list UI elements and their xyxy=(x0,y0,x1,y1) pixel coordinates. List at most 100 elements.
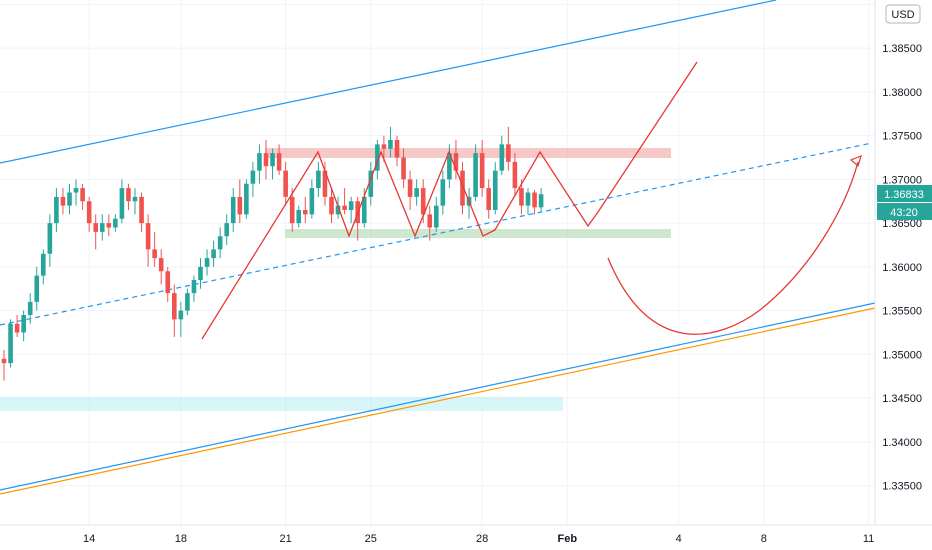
candle-body xyxy=(309,188,315,215)
candle-body xyxy=(86,201,92,224)
candle-body xyxy=(329,196,334,215)
candle-body xyxy=(316,170,321,189)
candle-body xyxy=(263,153,269,167)
candle-body xyxy=(283,170,288,197)
price-tick-label: 1.37000 xyxy=(882,174,922,186)
price-tick-label: 1.34500 xyxy=(882,393,922,405)
price-tick-label: 1.36500 xyxy=(882,218,922,230)
candle-body xyxy=(538,194,544,208)
candle-body xyxy=(427,214,433,228)
currency-badge[interactable]: USD xyxy=(885,4,921,24)
candle-body xyxy=(296,210,302,224)
candle-body xyxy=(178,310,184,320)
candle-body xyxy=(250,170,256,184)
channel-upper-line xyxy=(0,0,777,164)
candle-body xyxy=(434,205,439,228)
candle-body xyxy=(460,170,465,206)
candle-body xyxy=(27,301,33,315)
date-tick-label: Feb xyxy=(558,533,578,545)
candle-body xyxy=(335,205,341,215)
candle-body xyxy=(394,140,400,158)
date-tick-label: 25 xyxy=(365,533,377,545)
candle-body xyxy=(499,144,505,171)
date-tick-label: 8 xyxy=(761,533,767,545)
candle-body xyxy=(139,196,144,224)
candle-body xyxy=(198,266,203,280)
candle-body xyxy=(47,223,53,254)
candle-body xyxy=(447,153,452,180)
candle-body xyxy=(34,275,40,302)
support-zone xyxy=(285,229,671,238)
zigzag-pattern xyxy=(201,61,698,340)
candle-body xyxy=(303,210,308,215)
candle-body xyxy=(407,179,413,197)
candle-body xyxy=(8,323,13,364)
candle-body xyxy=(41,253,46,276)
price-axis[interactable] xyxy=(875,0,932,525)
candle-body xyxy=(191,280,197,294)
candles-group xyxy=(1,126,544,381)
candle-body xyxy=(80,188,85,202)
candle-body xyxy=(361,196,367,224)
date-tick-label: 4 xyxy=(676,533,682,545)
candle-body xyxy=(401,157,406,180)
candle-body xyxy=(289,196,295,224)
current-price-tag: 1.36833 43:20 xyxy=(877,184,932,220)
candle-body xyxy=(106,223,112,228)
date-tick-label: 21 xyxy=(280,533,292,545)
candle-body xyxy=(244,183,249,215)
candle-body xyxy=(414,188,419,197)
price-tick-label: 1.35500 xyxy=(882,306,922,318)
price-tick-label: 1.38000 xyxy=(882,87,922,99)
candle-body xyxy=(388,140,393,149)
candle-body xyxy=(211,249,216,259)
candle-body xyxy=(21,315,26,333)
time-axis[interactable] xyxy=(0,525,932,550)
candle-body xyxy=(1,358,7,364)
price-tick-label: 1.33500 xyxy=(882,481,922,493)
candle-body xyxy=(342,205,347,210)
candle-body xyxy=(473,153,478,197)
candle-body xyxy=(420,188,426,215)
candle-body xyxy=(119,188,125,219)
candle-body xyxy=(132,196,138,202)
candle-body xyxy=(453,153,459,171)
candle-body xyxy=(185,293,190,311)
currency-label: USD xyxy=(891,9,914,21)
channel-lower-line xyxy=(0,302,876,491)
candle-body xyxy=(440,179,446,206)
candle-body xyxy=(230,196,236,224)
candle-body xyxy=(172,293,177,320)
candle-body xyxy=(237,196,243,215)
channel-mid-dashed-line xyxy=(0,142,873,326)
candle-body xyxy=(506,144,511,162)
candle-body xyxy=(54,196,59,224)
candle-body xyxy=(14,323,20,333)
support-zone-lower xyxy=(0,397,563,411)
candle-body xyxy=(73,188,79,193)
candle-body xyxy=(368,170,374,197)
candle-body xyxy=(145,223,151,250)
trendline-orange xyxy=(0,307,876,495)
price-tick-label: 1.35000 xyxy=(882,349,922,361)
date-tick-label: 11 xyxy=(863,533,874,545)
price-tick-label: 1.34000 xyxy=(882,437,922,449)
bar-countdown-label: 43:20 xyxy=(890,207,918,219)
candle-body xyxy=(99,223,105,232)
candle-body xyxy=(126,188,131,202)
candle-body xyxy=(322,170,328,197)
candle-body xyxy=(60,196,66,206)
candle-body xyxy=(165,271,171,294)
candle-body xyxy=(492,170,498,210)
candle-body xyxy=(512,161,518,189)
candle-body xyxy=(224,223,229,237)
time-axis-labels: 14 18 21 25 28 Feb 4 8 11 xyxy=(83,533,874,545)
price-axis-labels: 1.33500 1.34000 1.34500 1.35000 1.35500 1.360… xyxy=(882,43,922,493)
candle-body xyxy=(479,153,485,189)
projection-arrowhead xyxy=(849,154,862,168)
price-tick-label: 1.36000 xyxy=(882,262,922,274)
candle-body xyxy=(276,153,282,171)
candle-body xyxy=(257,153,262,171)
